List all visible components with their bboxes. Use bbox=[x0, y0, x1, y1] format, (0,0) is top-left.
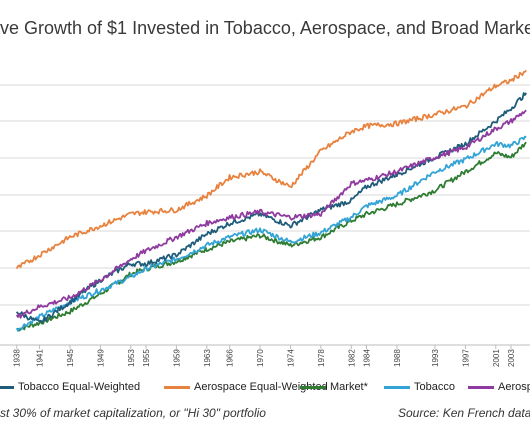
series-layer bbox=[15, 69, 527, 332]
legend-label: Tobacco bbox=[414, 381, 455, 393]
x-tick-label: 2001 bbox=[492, 349, 501, 367]
x-tick-label: 1955 bbox=[142, 349, 151, 367]
x-tick-label: 1963 bbox=[203, 349, 212, 367]
legend-label: Aerospace Equal-Weighted bbox=[194, 381, 328, 393]
legend-swatch bbox=[384, 386, 410, 389]
source-note: Source: Ken French data bbox=[398, 406, 530, 420]
legend-swatch bbox=[164, 386, 190, 389]
x-tick-label: 1988 bbox=[393, 349, 402, 367]
gridlines bbox=[0, 84, 530, 306]
footnote: st 30% of market capitalization, or "Hi … bbox=[0, 406, 266, 420]
x-tick-label: 1978 bbox=[317, 349, 326, 367]
x-tick-label: 1949 bbox=[96, 349, 105, 367]
x-tick-label: 1938 bbox=[13, 349, 22, 367]
x-tick-label: 2003 bbox=[507, 349, 516, 367]
series-line-market- bbox=[16, 141, 527, 332]
chart-title: ve Growth of $1 Invested in Tobacco, Aer… bbox=[0, 18, 530, 38]
x-tick-label: 1993 bbox=[431, 349, 440, 367]
legend-label: Market* bbox=[330, 381, 368, 393]
legend-swatch bbox=[468, 386, 494, 389]
series-line-aerospa bbox=[15, 109, 527, 319]
legend: Tobacco Equal-Weighted Aerospace Equal-W… bbox=[0, 378, 530, 396]
x-tick-label: 1982 bbox=[347, 349, 356, 367]
x-tick-label: 1997 bbox=[461, 349, 470, 367]
x-tick-label: 1970 bbox=[256, 349, 265, 367]
x-tick-label: 1959 bbox=[172, 349, 181, 367]
series-line-aerospace-equal-weighted bbox=[15, 69, 527, 270]
legend-swatch bbox=[0, 386, 14, 389]
legend-label: Aerospa bbox=[498, 381, 530, 393]
x-tick-label: 1984 bbox=[363, 349, 372, 367]
x-tick-label: 1966 bbox=[226, 349, 235, 367]
x-tick-label: 1941 bbox=[36, 349, 45, 367]
series-line-tobacco-equal-weighted bbox=[15, 92, 527, 324]
x-tick-label: 1974 bbox=[286, 349, 295, 367]
x-tick-label: 1953 bbox=[127, 349, 136, 367]
x-tick-label: 1945 bbox=[66, 349, 75, 367]
legend-swatch bbox=[300, 386, 326, 389]
legend-label: Tobacco Equal-Weighted bbox=[18, 381, 141, 393]
series-line-tobacco bbox=[15, 135, 527, 332]
x-tick-labels: 1938 1941 1945 1949 1953 1955 1959 1963 1966 1970… bbox=[13, 345, 516, 367]
